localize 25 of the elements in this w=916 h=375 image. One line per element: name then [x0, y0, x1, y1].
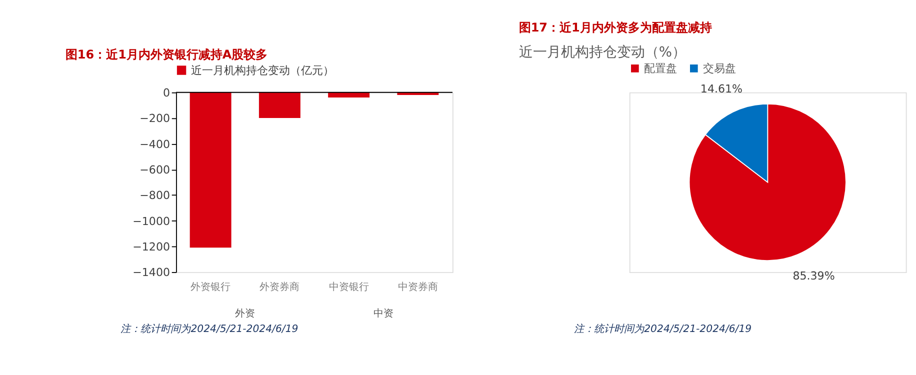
legend-label: 近一月机构持仓变动（亿元）: [190, 64, 334, 77]
y-tick-label: −600: [140, 164, 170, 177]
y-tick-label: −1400: [132, 266, 170, 280]
x-tick-label: 中资券商: [398, 281, 438, 294]
x-tick-label: 外资券商: [260, 281, 300, 294]
pie-slice: [688, 103, 846, 261]
data-label: 14.61%: [700, 82, 743, 96]
y-tick-label: −400: [140, 138, 170, 151]
legend-label: 交易盘: [703, 62, 736, 76]
y-tick-label: −1200: [132, 240, 170, 254]
x-tick-label: 外资银行: [190, 281, 231, 294]
text: 注：统计时间为2024/5/21-2024/6/19: [574, 322, 752, 335]
text: 中资: [373, 307, 394, 320]
y-tick-label: −1000: [132, 214, 170, 228]
chart-title: 图17：近1月内外资多为配置盘减持: [518, 20, 712, 35]
legend-label: 配置盘: [644, 62, 678, 76]
chart-title: 图16：近1月内外资银行减持A股较多: [65, 47, 268, 62]
data-label: 85.39%: [792, 269, 835, 282]
x-tick-label: 中资银行: [328, 281, 369, 294]
text: 注：统计时间为2024/5/21-2024/6/19: [120, 322, 298, 335]
y-tick-label: −800: [140, 189, 170, 202]
y-tick-label: 0: [162, 86, 170, 100]
chart-subtitle: 近一月机构持仓变动（%）: [518, 44, 686, 60]
y-tick-label: −200: [140, 112, 170, 126]
text: 外资: [235, 307, 256, 320]
